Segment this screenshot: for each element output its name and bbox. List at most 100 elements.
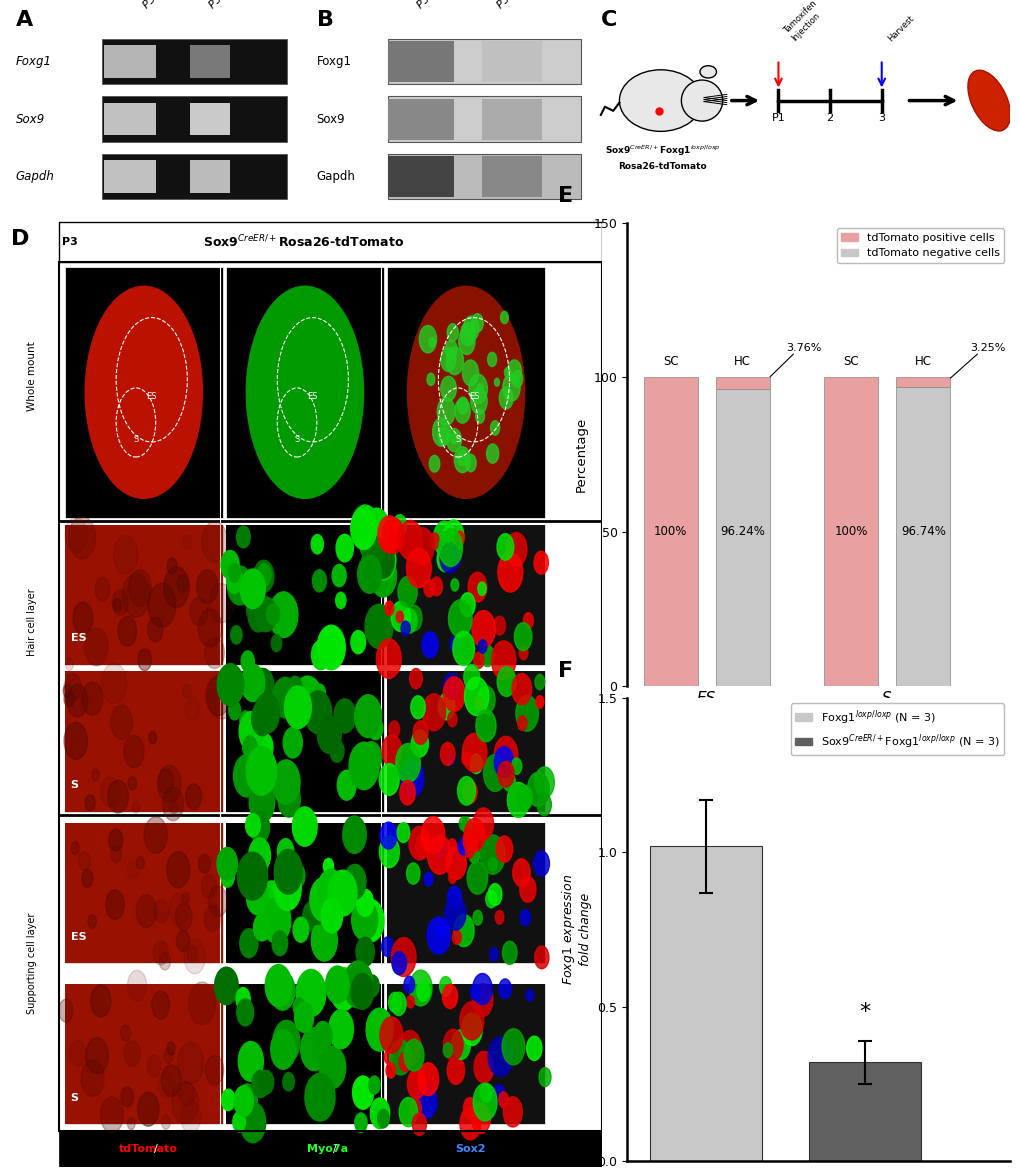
Circle shape xyxy=(65,658,73,671)
Circle shape xyxy=(351,509,376,549)
Circle shape xyxy=(118,616,137,646)
Circle shape xyxy=(477,686,494,713)
Circle shape xyxy=(462,818,471,833)
Circle shape xyxy=(357,900,383,942)
Circle shape xyxy=(328,1010,353,1049)
Circle shape xyxy=(440,743,454,766)
Circle shape xyxy=(409,970,432,1006)
Circle shape xyxy=(171,1082,198,1124)
Circle shape xyxy=(273,1021,300,1063)
Circle shape xyxy=(439,977,451,996)
Circle shape xyxy=(233,1086,253,1117)
Text: Sox9: Sox9 xyxy=(16,113,45,126)
Circle shape xyxy=(182,684,191,698)
Circle shape xyxy=(449,636,460,652)
Circle shape xyxy=(462,326,467,334)
Ellipse shape xyxy=(85,285,203,499)
Circle shape xyxy=(132,801,140,813)
Circle shape xyxy=(337,771,356,800)
Text: HC: HC xyxy=(914,355,930,368)
Circle shape xyxy=(208,673,236,719)
Text: ES: ES xyxy=(147,392,157,401)
Circle shape xyxy=(465,845,474,859)
Circle shape xyxy=(514,623,531,651)
FancyBboxPatch shape xyxy=(386,524,544,665)
Circle shape xyxy=(437,547,452,571)
Circle shape xyxy=(127,970,147,1001)
FancyBboxPatch shape xyxy=(65,984,223,1125)
Circle shape xyxy=(406,605,422,631)
Circle shape xyxy=(381,937,393,956)
Circle shape xyxy=(199,854,210,873)
Circle shape xyxy=(410,669,422,689)
Circle shape xyxy=(363,535,382,568)
Circle shape xyxy=(364,508,389,549)
Circle shape xyxy=(396,822,410,842)
Circle shape xyxy=(488,883,501,906)
Circle shape xyxy=(363,903,375,923)
Circle shape xyxy=(463,316,479,340)
Circle shape xyxy=(342,816,366,854)
Circle shape xyxy=(306,705,322,731)
Y-axis label: $Foxg1$ expression
fold change: $Foxg1$ expression fold change xyxy=(559,874,591,985)
Circle shape xyxy=(197,570,218,603)
Text: S: S xyxy=(294,435,300,445)
Circle shape xyxy=(370,555,396,597)
Circle shape xyxy=(395,744,420,782)
Circle shape xyxy=(467,862,487,894)
Text: ES: ES xyxy=(308,392,318,401)
Circle shape xyxy=(106,890,124,920)
Circle shape xyxy=(427,835,451,874)
Circle shape xyxy=(323,859,333,875)
Circle shape xyxy=(101,663,126,704)
Circle shape xyxy=(86,1038,108,1073)
Circle shape xyxy=(248,601,268,632)
Circle shape xyxy=(124,1040,141,1066)
Circle shape xyxy=(526,989,533,1002)
Circle shape xyxy=(296,969,325,1017)
Circle shape xyxy=(498,1092,507,1107)
Circle shape xyxy=(494,747,514,778)
Circle shape xyxy=(312,925,323,943)
Circle shape xyxy=(443,520,464,552)
Circle shape xyxy=(388,992,400,1012)
Circle shape xyxy=(128,570,151,606)
Circle shape xyxy=(465,454,476,472)
Circle shape xyxy=(270,1030,296,1070)
Circle shape xyxy=(217,847,237,880)
Circle shape xyxy=(292,917,309,942)
Circle shape xyxy=(65,517,87,552)
FancyBboxPatch shape xyxy=(65,524,223,665)
FancyBboxPatch shape xyxy=(225,823,383,963)
Circle shape xyxy=(475,409,484,423)
Circle shape xyxy=(353,1076,373,1110)
FancyBboxPatch shape xyxy=(386,524,544,665)
Circle shape xyxy=(470,754,482,773)
FancyBboxPatch shape xyxy=(388,41,453,82)
Circle shape xyxy=(419,325,436,353)
Circle shape xyxy=(487,352,496,367)
Circle shape xyxy=(401,609,417,633)
FancyBboxPatch shape xyxy=(190,103,230,136)
Bar xyxy=(650,846,762,1161)
Circle shape xyxy=(351,506,379,550)
Circle shape xyxy=(227,565,252,605)
Text: 3.76%: 3.76% xyxy=(786,343,821,353)
Text: /: / xyxy=(333,1144,336,1154)
Circle shape xyxy=(495,910,503,924)
Circle shape xyxy=(488,1037,513,1077)
Circle shape xyxy=(462,733,486,772)
Text: S: S xyxy=(70,1093,78,1103)
Circle shape xyxy=(370,540,395,581)
Circle shape xyxy=(407,1070,425,1099)
Circle shape xyxy=(239,929,258,957)
Text: A: A xyxy=(16,11,34,30)
Circle shape xyxy=(460,1107,480,1140)
Circle shape xyxy=(493,737,518,774)
Circle shape xyxy=(95,577,110,601)
FancyBboxPatch shape xyxy=(104,46,156,79)
Circle shape xyxy=(502,374,520,401)
Circle shape xyxy=(85,628,108,666)
Circle shape xyxy=(68,516,96,560)
Circle shape xyxy=(356,937,374,967)
